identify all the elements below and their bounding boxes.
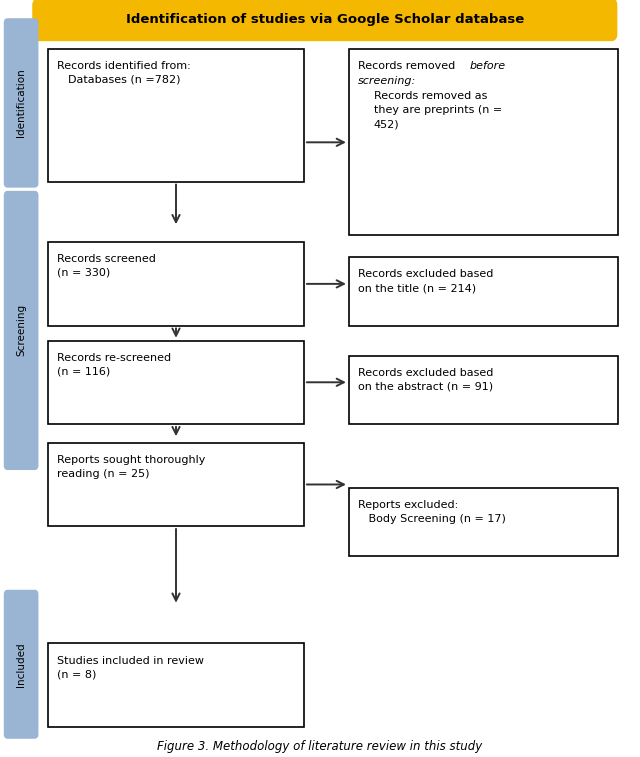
- Text: on the abstract (n = 91): on the abstract (n = 91): [358, 382, 493, 391]
- Text: 452): 452): [374, 120, 399, 129]
- Text: Identification: Identification: [16, 69, 26, 137]
- FancyBboxPatch shape: [349, 488, 618, 556]
- Text: Databases (n =782): Databases (n =782): [68, 75, 181, 85]
- FancyBboxPatch shape: [48, 341, 304, 424]
- Text: Reports sought thoroughly: Reports sought thoroughly: [57, 455, 205, 465]
- Text: (n = 8): (n = 8): [57, 669, 97, 679]
- Text: Records excluded based: Records excluded based: [358, 269, 493, 279]
- Text: Body Screening (n = 17): Body Screening (n = 17): [358, 514, 506, 524]
- Text: on the title (n = 214): on the title (n = 214): [358, 283, 476, 293]
- Text: Records removed: Records removed: [358, 61, 458, 71]
- Text: before: before: [470, 61, 506, 71]
- Text: Included: Included: [16, 642, 26, 687]
- Text: (n = 330): (n = 330): [57, 268, 110, 278]
- FancyBboxPatch shape: [48, 49, 304, 182]
- FancyBboxPatch shape: [349, 49, 618, 235]
- Text: Studies included in review: Studies included in review: [57, 656, 204, 665]
- Text: Records identified from:: Records identified from:: [57, 61, 191, 71]
- FancyBboxPatch shape: [4, 19, 38, 187]
- Text: they are preprints (n =: they are preprints (n =: [374, 105, 502, 115]
- Text: Records removed as: Records removed as: [374, 91, 487, 101]
- FancyBboxPatch shape: [48, 443, 304, 526]
- Text: Identification of studies via Google Scholar database: Identification of studies via Google Sch…: [125, 13, 524, 26]
- Text: (n = 116): (n = 116): [57, 366, 110, 376]
- FancyBboxPatch shape: [4, 590, 38, 738]
- FancyBboxPatch shape: [4, 192, 38, 469]
- FancyBboxPatch shape: [349, 356, 618, 424]
- Text: Reports excluded:: Reports excluded:: [358, 500, 458, 510]
- Text: Figure 3. Methodology of literature review in this study: Figure 3. Methodology of literature revi…: [157, 740, 483, 753]
- FancyBboxPatch shape: [349, 257, 618, 326]
- FancyBboxPatch shape: [33, 0, 616, 40]
- Text: Screening: Screening: [16, 304, 26, 357]
- FancyBboxPatch shape: [48, 643, 304, 727]
- Text: reading (n = 25): reading (n = 25): [57, 469, 150, 478]
- Text: Records screened: Records screened: [57, 254, 156, 264]
- Text: screening:: screening:: [358, 76, 416, 86]
- FancyBboxPatch shape: [48, 242, 304, 326]
- Text: Records re-screened: Records re-screened: [57, 353, 171, 363]
- Text: Records excluded based: Records excluded based: [358, 368, 493, 378]
